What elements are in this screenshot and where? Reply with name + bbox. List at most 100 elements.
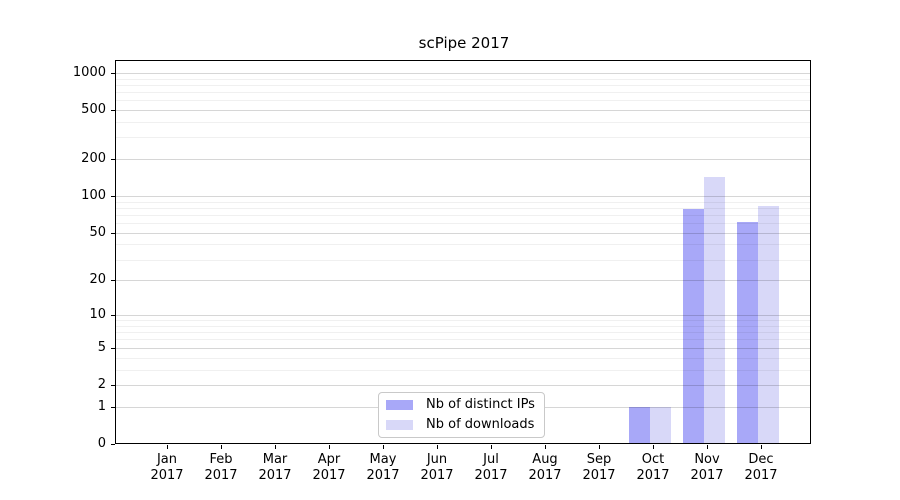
major-gridline — [116, 385, 810, 386]
x-tick-month: Dec — [748, 452, 774, 467]
x-tick-mark — [221, 445, 222, 449]
y-tick-label: 1 — [97, 399, 106, 414]
x-tick-month: Nov — [694, 452, 720, 467]
legend-label: Nb of distinct IPs — [426, 397, 535, 413]
x-tick-label: Mar 2017 — [248, 452, 302, 484]
minor-gridline — [116, 320, 810, 321]
minor-gridline — [116, 92, 810, 93]
x-tick-year: 2017 — [690, 468, 724, 483]
minor-gridline — [116, 244, 810, 245]
y-tick-label: 5 — [97, 340, 106, 355]
x-tick-label: Oct 2017 — [626, 452, 680, 484]
legend-row-distinct-ips: Nb of distinct IPs — [386, 397, 537, 414]
x-tick-label: Jun 2017 — [410, 452, 464, 484]
legend-swatch — [386, 419, 413, 430]
x-tick-month: Feb — [209, 452, 233, 467]
major-gridline — [116, 196, 810, 197]
x-tick-mark — [383, 445, 384, 449]
x-tick-mark — [545, 445, 546, 449]
x-tick-month: Sep — [586, 452, 612, 467]
minor-gridline — [116, 79, 810, 80]
major-gridline — [116, 315, 810, 316]
legend-row-downloads: Nb of downloads — [386, 417, 537, 434]
major-gridline — [116, 233, 810, 234]
bar-ips-nov — [683, 209, 704, 444]
x-tick-label: Aug 2017 — [518, 452, 572, 484]
x-tick-month: Aug — [532, 452, 558, 467]
x-tick-year: 2017 — [474, 468, 508, 483]
y-tick-label: 10 — [89, 307, 106, 322]
chart-title: scPipe 2017 — [418, 34, 510, 52]
x-tick-month: Apr — [317, 452, 341, 467]
x-tick-month: Mar — [262, 452, 288, 467]
y-tick-label: 20 — [89, 272, 106, 287]
x-tick-year: 2017 — [582, 468, 616, 483]
x-tick-mark — [437, 445, 438, 449]
y-tick-mark — [111, 110, 115, 111]
x-tick-label: Jul 2017 — [464, 452, 518, 484]
legend-swatch — [386, 400, 413, 411]
x-tick-mark — [491, 445, 492, 449]
minor-gridline — [116, 223, 810, 224]
x-tick-label: Apr 2017 — [302, 452, 356, 484]
x-tick-label: Feb 2017 — [194, 452, 248, 484]
y-tick-label: 1000 — [72, 65, 106, 80]
minor-gridline — [116, 208, 810, 209]
x-tick-month: Oct — [641, 452, 665, 467]
x-tick-label: Dec 2017 — [734, 452, 788, 484]
x-tick-mark — [329, 445, 330, 449]
x-tick-label: Sep 2017 — [572, 452, 626, 484]
x-tick-month: Jan — [156, 452, 178, 467]
x-tick-label: May 2017 — [356, 452, 410, 484]
bar-downloads-dec — [758, 206, 779, 444]
y-tick-mark — [111, 315, 115, 316]
minor-gridline — [116, 326, 810, 327]
x-tick-year: 2017 — [312, 468, 346, 483]
x-tick-year: 2017 — [150, 468, 184, 483]
major-gridline — [116, 73, 810, 74]
legend-label: Nb of downloads — [426, 416, 535, 432]
x-tick-mark — [761, 445, 762, 449]
x-tick-mark — [653, 445, 654, 449]
x-tick-year: 2017 — [420, 468, 454, 483]
x-tick-label: Nov 2017 — [680, 452, 734, 484]
minor-gridline — [116, 260, 810, 261]
minor-gridline — [116, 85, 810, 86]
minor-gridline — [116, 332, 810, 333]
minor-gridline — [116, 370, 810, 371]
x-tick-mark — [167, 445, 168, 449]
minor-gridline — [116, 215, 810, 216]
x-tick-year: 2017 — [528, 468, 562, 483]
y-tick-mark — [111, 348, 115, 349]
y-tick-label: 100 — [81, 188, 106, 203]
bar-downloads-oct — [650, 407, 671, 444]
x-tick-year: 2017 — [258, 468, 292, 483]
y-tick-label: 50 — [89, 225, 106, 240]
y-tick-mark — [111, 385, 115, 386]
minor-gridline — [116, 100, 810, 101]
x-tick-month: Jul — [483, 452, 499, 467]
x-tick-year: 2017 — [366, 468, 400, 483]
x-tick-month: May — [369, 452, 397, 467]
x-tick-mark — [599, 445, 600, 449]
major-gridline — [116, 280, 810, 281]
major-gridline — [116, 110, 810, 111]
x-tick-mark — [707, 445, 708, 449]
legend: Nb of distinct IPs Nb of downloads — [378, 392, 545, 438]
minor-gridline — [116, 339, 810, 340]
y-tick-mark — [111, 196, 115, 197]
x-tick-mark — [275, 445, 276, 449]
y-tick-mark — [111, 407, 115, 408]
x-tick-year: 2017 — [204, 468, 238, 483]
minor-gridline — [116, 137, 810, 138]
x-tick-year: 2017 — [636, 468, 670, 483]
y-tick-mark — [111, 233, 115, 234]
y-tick-label: 500 — [81, 102, 106, 117]
x-tick-year: 2017 — [744, 468, 778, 483]
y-tick-label: 0 — [97, 436, 106, 451]
minor-gridline — [116, 358, 810, 359]
y-tick-mark — [111, 444, 115, 445]
y-tick-mark — [111, 280, 115, 281]
y-tick-mark — [111, 159, 115, 160]
